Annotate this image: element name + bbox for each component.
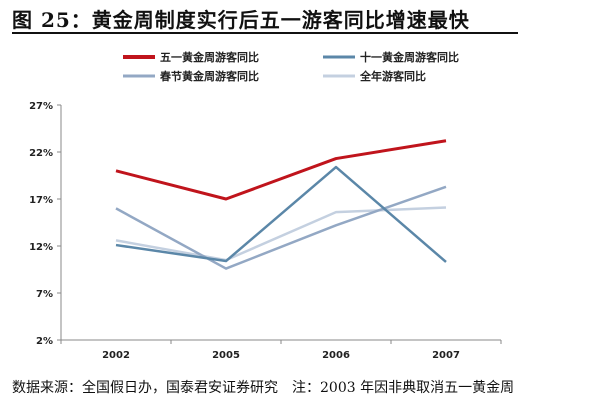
series-line [115,139,447,201]
y-tick-label: 22% [29,148,53,159]
y-tick-label: 2% [36,336,53,347]
axes: 2% 7% 12% 17% 22% 27% 2002 2005 2006 2007 [29,101,502,361]
series-line [115,165,447,263]
series-line [115,206,447,262]
y-tick-label: 17% [29,195,53,206]
legend-label: 五一黄金周游客同比 [160,50,259,64]
legend-label: 春节黄金周游客同比 [160,69,259,83]
y-tick-label: 12% [29,242,53,253]
source-note: 数据来源：全国假日办，国泰君安证券研究 注：2003 年因非典取消五一黄金周 [12,380,515,396]
legend-label: 十一黄金周游客同比 [360,50,459,64]
legend-label: 全年游客同比 [359,69,426,83]
figure-title: 图 25：黄金周制度实行后五一游客同比增速最快 [12,8,470,32]
x-tick-label: 2007 [432,350,460,361]
y-tick-label: 7% [36,289,53,300]
x-tick-label: 2002 [102,350,130,361]
y-tick-label: 27% [29,101,53,112]
x-tick-label: 2005 [212,350,240,361]
series-line [115,185,447,270]
series-lines [115,139,447,270]
title-rule [12,32,518,34]
x-tick-label: 2006 [322,350,350,361]
